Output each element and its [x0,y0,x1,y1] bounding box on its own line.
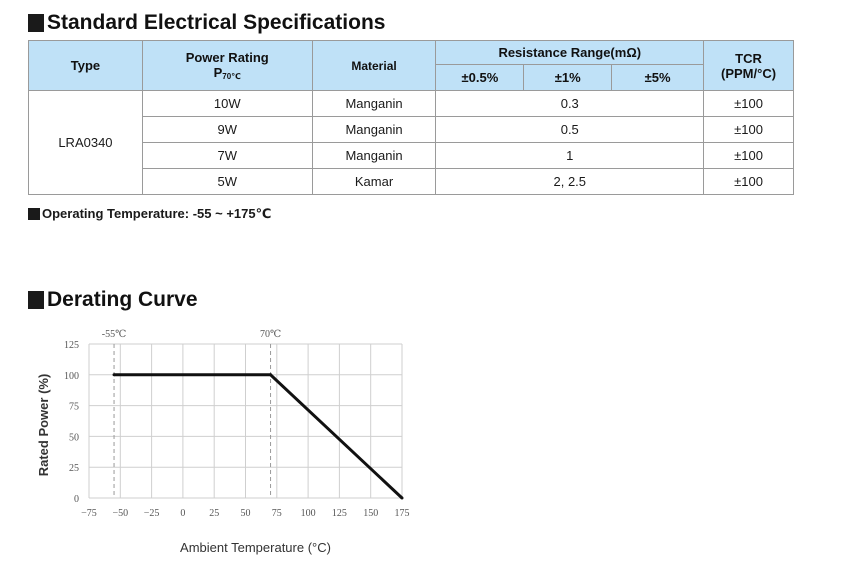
tcr-cell: ±100 [703,142,794,169]
data-point [269,373,273,377]
header-power-rating: Power Rating P70℃ [141,40,313,91]
y-tick-label: 75 [69,402,79,413]
spec-table: Type Power Rating P70℃ Material Resistan… [28,40,794,195]
x-tick-label: −50 [112,508,128,519]
x-tick-label: 125 [332,508,347,519]
tcr-cell: ±100 [703,168,794,195]
header-tol-05: ±0.5% [435,64,525,91]
operating-temperature-text: Operating Temperature: -55 ~ +175℃ [42,206,272,221]
x-axis-title: Ambient Temperature (°C) [180,540,331,555]
spec-title-text: Standard Electrical Specifications [47,11,386,34]
x-tick-label: 50 [241,508,251,519]
y-tick-label: 25 [69,463,79,474]
table-row: LRA0340 10W Manganin 0.3 ±100 [28,90,794,195]
header-power-70c: 70℃ [222,72,241,81]
power-cell: 5W [141,168,313,195]
resistance-cell: 1 [435,142,705,169]
spec-section-title: Standard Electrical Specifications [28,11,385,35]
y-tick-label: 125 [64,340,79,351]
y-tick-label: 100 [64,371,79,382]
header-material: Material [311,40,437,91]
resistance-cell: 2, 2.5 [435,168,705,195]
header-tol-1: ±1% [523,64,613,91]
y-axis-title: Rated Power (%) [36,374,51,477]
header-power-rating-label: Power Rating [185,50,269,65]
material-cell: Kamar [311,168,437,195]
type-cell: LRA0340 [28,90,143,195]
header-tcr-unit: (PPM/°C) [721,65,777,81]
derating-title-text: Derating Curve [47,288,198,311]
header-power-rating-sub: P70℃ [143,65,312,81]
operating-temperature-note: Operating Temperature: -55 ~ +175℃ [28,206,271,222]
x-tick-label: 75 [272,508,282,519]
header-tcr-label: TCR [735,50,762,66]
x-tick-label: 150 [363,508,378,519]
tcr-cell: ±100 [703,90,794,117]
table-row: 9W Manganin 0.5 ±100 [29,116,794,143]
y-tick-label: 50 [69,432,79,443]
square-bullet-icon [28,208,40,220]
resistance-cell: 0.3 [435,90,705,117]
data-point [112,373,116,377]
x-tick-label: 0 [180,508,185,519]
x-tick-label: 25 [209,508,219,519]
y-tick-label: 0 [74,494,79,505]
x-tick-label: 175 [395,508,410,519]
x-tick-label: −75 [81,508,97,519]
square-bullet-icon [28,14,44,32]
header-power-p: P [213,65,223,80]
data-point [400,496,404,500]
header-resistance-range: Resistance Range(mΩ) [435,40,705,65]
annotation-label: 70℃ [260,329,281,340]
derating-section-title: Derating Curve [28,288,198,312]
resistance-cell: 0.5 [435,116,705,143]
header-tcr: TCR (PPM/°C) [703,40,794,91]
table-row: 5W Kamar 2, 2.5 ±100 [29,168,794,195]
square-bullet-icon [28,291,44,309]
material-cell: Manganin [311,116,437,143]
header-type: Type [28,40,143,91]
x-tick-label: −25 [144,508,160,519]
x-tick-label: 100 [301,508,316,519]
annotation-label: -55℃ [102,329,127,340]
